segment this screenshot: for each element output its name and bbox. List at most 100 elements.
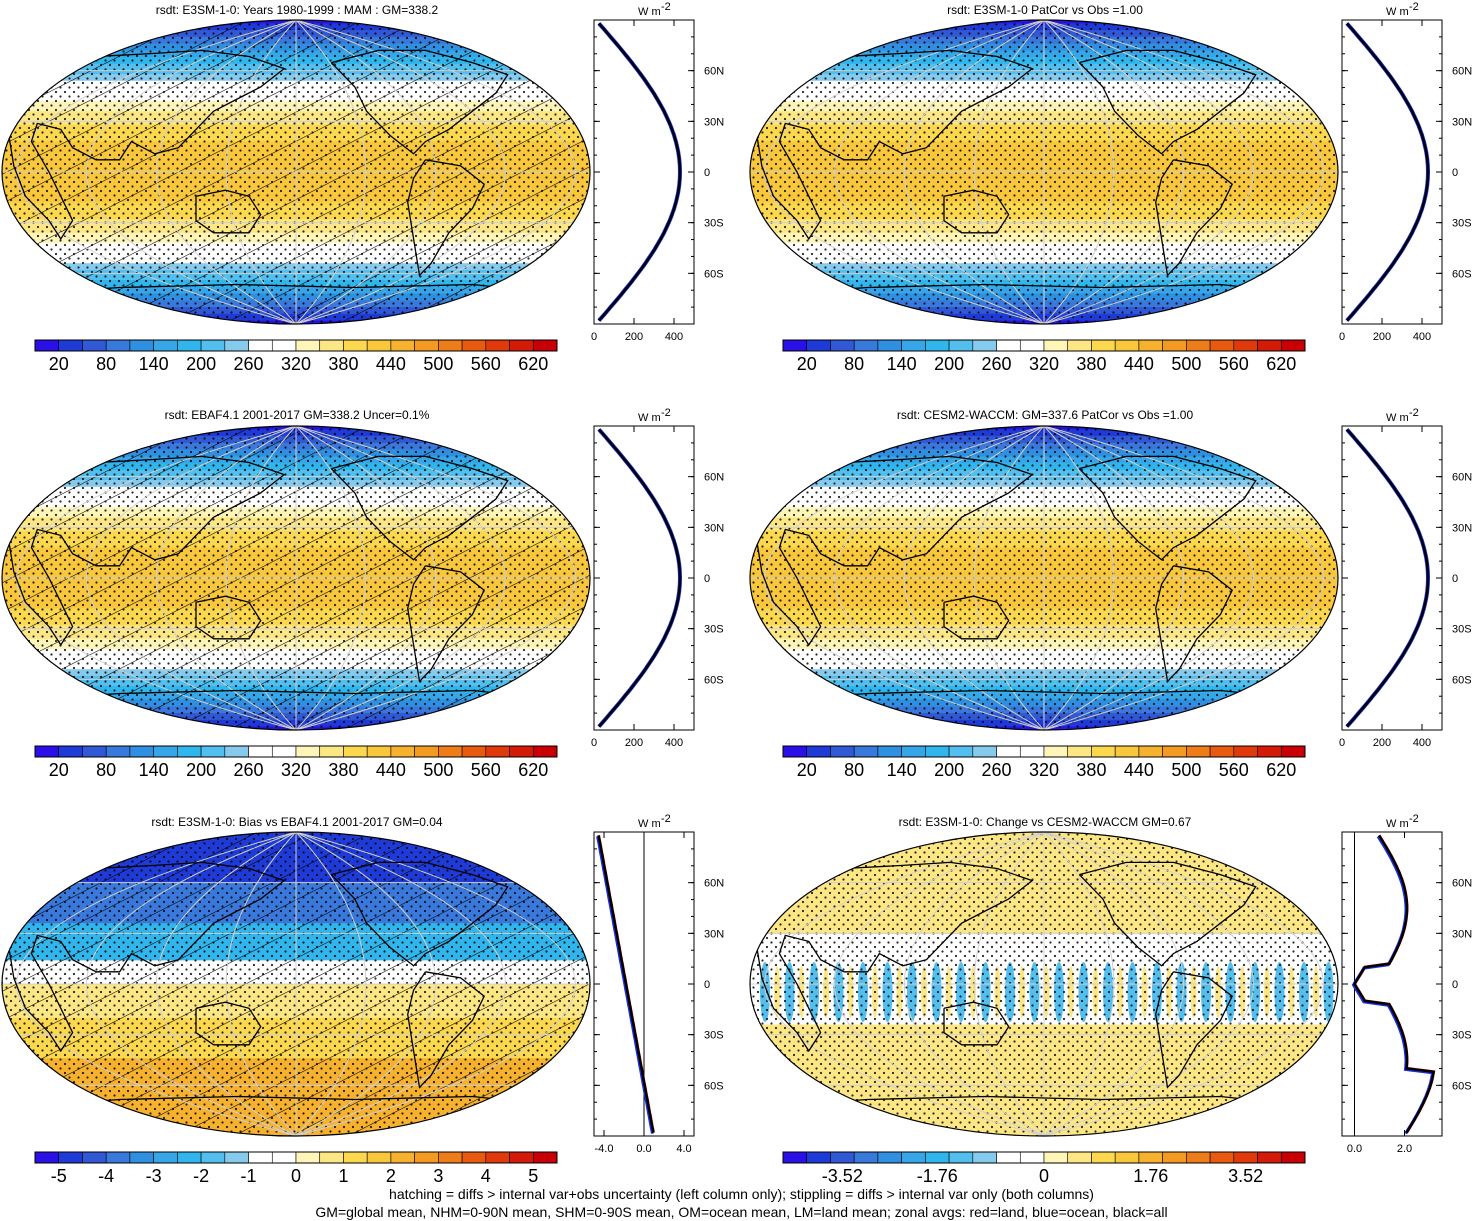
colorbar-label: -1: [241, 1166, 257, 1186]
colorbar-label: 200: [934, 760, 964, 780]
colorbar-cell: [830, 339, 855, 352]
colorbar-cell: [532, 745, 558, 758]
colorbar-cell: [390, 1151, 415, 1164]
colorbar-cell: [901, 745, 926, 758]
colorbar-cell: [319, 745, 344, 758]
colorbar-cell: [877, 339, 902, 352]
colorbar-cell: [200, 339, 226, 352]
colorbar-cell: [509, 1151, 534, 1164]
zonal-units-sup: -2: [661, 407, 671, 419]
colorbar-label: -3.52: [822, 1166, 863, 1186]
colorbar-label: 140: [887, 354, 917, 374]
zonal-ocean-curve: [1345, 22, 1431, 322]
colorbar-abs: 20 80 140 200 260 320 380 440 500 560 620: [34, 339, 558, 374]
zonal-plot-p5: 60N 30N 0 30S 60S -4.0 0.0 4.0 W m -2: [593, 813, 724, 1155]
colorbar-cell: [105, 339, 131, 352]
colorbar-cell: [461, 745, 487, 758]
x-tick-label: 400: [1413, 331, 1431, 343]
lat-label: 60S: [704, 674, 724, 686]
colorbar-cell: [1091, 1151, 1116, 1164]
colorbar-label: 620: [518, 354, 548, 374]
colorbar-cell: [1043, 1151, 1069, 1164]
colorbar-cell: [414, 745, 439, 758]
lat-label: 0: [704, 573, 710, 585]
lat-label: 60N: [1452, 66, 1472, 78]
lat-label: 30S: [704, 1030, 724, 1042]
colorbar-label: 260: [982, 760, 1012, 780]
colorbar-label: 0: [1039, 1166, 1049, 1186]
lat-label: 0: [1452, 573, 1458, 585]
colorbar-cell: [877, 1151, 902, 1164]
colorbar-cell: [1280, 1151, 1306, 1164]
x-tick-label: 200: [625, 737, 643, 749]
colorbar-cell: [82, 745, 107, 758]
colorbar-cell: [200, 745, 226, 758]
colorbar-label: 200: [186, 760, 216, 780]
lat-label: 60S: [704, 268, 724, 280]
lat-label: 30S: [1452, 218, 1472, 230]
colorbar-cell: [129, 745, 154, 758]
lat-label: 60N: [1452, 472, 1472, 484]
colorbar-cell: [1114, 1151, 1140, 1164]
x-tick-label: -4.0: [595, 1143, 614, 1155]
colorbar-cell: [1280, 745, 1306, 758]
lat-label: 60S: [704, 1080, 724, 1092]
colorbar-cell: [438, 745, 463, 758]
footer-line-2: GM=global mean, NHM=0-90N mean, SHM=0-90…: [315, 1204, 1168, 1220]
zonal-land-curve: [1352, 834, 1436, 1134]
x-tick-label: 400: [665, 737, 683, 749]
colorbar-cell: [1091, 339, 1116, 352]
x-tick-label: 4.0: [676, 1143, 691, 1155]
colorbar-cell: [129, 1151, 154, 1164]
colorbar-label: 380: [328, 354, 358, 374]
colorbar-cell: [996, 745, 1021, 758]
colorbar-cell: [1114, 745, 1140, 758]
lat-label: 60N: [704, 472, 724, 484]
x-tick-label: 400: [665, 331, 683, 343]
zonal-units: W m: [1386, 412, 1409, 424]
colorbar-label: 560: [471, 354, 501, 374]
colorbar-cell: [1186, 745, 1211, 758]
colorbar-cell: [1114, 339, 1140, 352]
x-tick-label: 200: [625, 331, 643, 343]
colorbar-cell: [806, 745, 831, 758]
x-tick-label: 0: [591, 737, 597, 749]
panel-title-p2: rsdt: E3SM-1-0 PatCor vs Obs =1.00: [947, 3, 1143, 17]
colorbar-cell: [105, 745, 131, 758]
colorbar-label: 500: [1171, 760, 1201, 780]
colorbar-change: -3.52 -1.76 0 1.76 3.52: [782, 1151, 1306, 1186]
colorbar-cell: [461, 1151, 487, 1164]
zonal-ocean-curve: [1351, 835, 1435, 1135]
colorbar-cell: [177, 745, 202, 758]
colorbar-cell: [1019, 339, 1045, 352]
colorbar-cell: [830, 1151, 855, 1164]
zonal-units: W m: [638, 6, 661, 18]
colorbar-label: 4: [481, 1166, 491, 1186]
x-tick-label: 0: [591, 331, 597, 343]
colorbar-bias: -5 -4 -3 -2 -1 0 1 2 3 4 5: [34, 1151, 558, 1186]
panel-title-p6: rsdt: E3SM-1-0: Change vs CESM2-WACCM GM…: [899, 815, 1192, 829]
colorbar-label: 260: [982, 354, 1012, 374]
colorbar-label: 620: [1266, 354, 1296, 374]
zonal-plot-p6: 60N 30N 0 30S 60S 0.0 2.0 W m -2: [1341, 813, 1472, 1155]
colorbar-cell: [806, 339, 831, 352]
colorbar-cell: [853, 1151, 879, 1164]
colorbar-label: 500: [423, 760, 453, 780]
zonal-plot-p2: 60N 30N 0 30S 60S 0 200 400 W m -2: [1339, 1, 1472, 343]
colorbar-cell: [1043, 745, 1069, 758]
colorbar-label: 380: [328, 760, 358, 780]
colorbar-cell: [438, 339, 463, 352]
colorbar-cell: [248, 745, 273, 758]
colorbar-cell: [224, 1151, 249, 1164]
colorbar-cell: [1067, 745, 1092, 758]
panel-title-p3: rsdt: EBAF4.1 2001-2017 GM=338.2 Uncer=0…: [165, 408, 430, 422]
colorbar-label: -3: [146, 1166, 162, 1186]
colorbar-label: 3.52: [1228, 1166, 1263, 1186]
zonal-ocean-curve: [1345, 428, 1431, 728]
colorbar-cell: [877, 745, 902, 758]
colorbar-cell: [271, 1151, 297, 1164]
colorbar-cell: [295, 1151, 321, 1164]
colorbar-cell: [1138, 1151, 1163, 1164]
colorbar-cell: [34, 339, 60, 352]
